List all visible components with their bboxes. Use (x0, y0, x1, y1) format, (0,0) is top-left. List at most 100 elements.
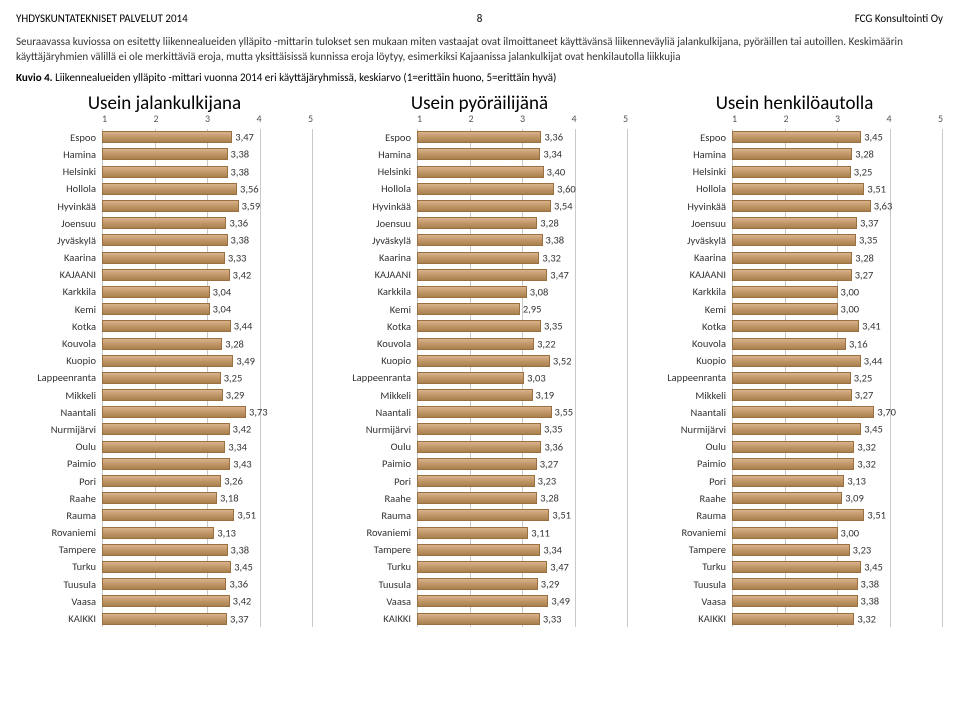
bar: 3,49 (102, 355, 233, 367)
bar: 3,33 (417, 613, 540, 625)
bar-value: 3,34 (228, 440, 247, 453)
bar: 3,37 (102, 613, 227, 625)
chart-column: Usein henkilöautolla12345Espoo3,45Hamina… (646, 92, 943, 627)
bar: 3,00 (732, 527, 838, 539)
bar: 3,41 (732, 320, 859, 332)
bar: 3,36 (417, 441, 541, 453)
table-row: Joensuu3,28 (331, 215, 628, 232)
bar: 3,16 (732, 338, 846, 350)
table-row: Rauma3,51 (646, 507, 943, 524)
bar: 3,27 (732, 389, 852, 401)
bar-value: 3,13 (847, 475, 866, 488)
row-label: Hollola (16, 182, 102, 195)
bar-track: 3,59 (102, 200, 313, 212)
bar-value: 3,51 (552, 509, 571, 522)
table-row: Kaarina3,28 (646, 249, 943, 266)
bar-value: 3,11 (531, 526, 550, 539)
bar-value: 3,73 (249, 406, 268, 419)
table-row: Jyväskylä3,38 (16, 232, 313, 249)
table-row: Paimio3,43 (16, 455, 313, 472)
bar-track: 3,43 (102, 458, 313, 470)
table-row: Oulu3,32 (646, 438, 943, 455)
table-row: Espoo3,36 (331, 129, 628, 146)
bar: 3,34 (102, 441, 225, 453)
bar-track: 3,00 (732, 303, 943, 315)
table-row: Hyvinkää3,59 (16, 197, 313, 214)
bar-value: 3,59 (242, 200, 261, 213)
bar: 3,42 (102, 595, 230, 607)
bar-track: 3,47 (417, 269, 628, 281)
bar: 3,47 (417, 561, 547, 573)
bar-track: 3,38 (102, 166, 313, 178)
bar: 3,33 (102, 252, 225, 264)
row-label: Hamina (646, 148, 732, 161)
bar-track: 3,29 (417, 578, 628, 590)
bar: 3,38 (102, 148, 228, 160)
row-label: Helsinki (16, 165, 102, 178)
row-label: Hamina (331, 148, 417, 161)
row-label: Tampere (331, 543, 417, 556)
bar-value: 3,27 (855, 268, 874, 281)
figure-label: Kuvio 4. (16, 71, 53, 84)
bar-track: 3,42 (102, 595, 313, 607)
bar-value: 3,38 (231, 148, 250, 161)
table-row: Hyvinkää3,54 (331, 197, 628, 214)
row-label: Vaasa (331, 595, 417, 608)
axis-ticks: 12345 (16, 112, 313, 125)
table-row: Kotka3,41 (646, 318, 943, 335)
bar: 3,28 (732, 148, 852, 160)
bar: 3,38 (102, 544, 228, 556)
table-row: Paimio3,27 (331, 455, 628, 472)
bar-value: 3,35 (544, 320, 563, 333)
bar: 3,45 (732, 561, 861, 573)
table-row: Kemi3,00 (646, 301, 943, 318)
bar-value: 3,38 (861, 578, 880, 591)
bar-track: 3,36 (417, 441, 628, 453)
bar: 3,59 (102, 200, 239, 212)
bar-value: 3,35 (544, 423, 563, 436)
row-label: Jyväskylä (331, 234, 417, 247)
bar: 3,42 (102, 269, 230, 281)
header-right: FCG Konsultointi Oy (855, 12, 943, 25)
row-label: Nurmijärvi (331, 423, 417, 436)
bar-value: 3,03 (527, 371, 546, 384)
bar-track: 3,28 (732, 148, 943, 160)
row-label: Joensuu (646, 217, 732, 230)
table-row: Hamina3,34 (331, 146, 628, 163)
bar-track: 3,08 (417, 286, 628, 298)
bar-track: 3,18 (102, 492, 313, 504)
bar-value: 3,33 (228, 251, 247, 264)
bar-track: 3,45 (732, 131, 943, 143)
bar-track: 3,70 (732, 406, 943, 418)
bar-value: 3,42 (233, 595, 252, 608)
bar-track: 3,27 (417, 458, 628, 470)
bar-track: 3,13 (102, 527, 313, 539)
table-row: Turku3,45 (16, 558, 313, 575)
bar: 3,27 (732, 269, 852, 281)
bar-value: 3,45 (864, 131, 883, 144)
row-label: Kouvola (16, 337, 102, 350)
bar-track: 3,32 (732, 613, 943, 625)
row-label: Tuusula (16, 578, 102, 591)
bar: 3,38 (102, 166, 228, 178)
bar-track: 3,45 (102, 561, 313, 573)
bar-value: 3,23 (853, 543, 872, 556)
table-row: Rovaniemi3,11 (331, 524, 628, 541)
bar: 3,00 (732, 286, 838, 298)
table-row: Kaarina3,32 (331, 249, 628, 266)
bar-area: Espoo3,36Hamina3,34Helsinki3,40Hollola3,… (331, 129, 628, 627)
bar-track: 3,37 (102, 613, 313, 625)
bar: 3,51 (417, 509, 549, 521)
bar-value: 3,52 (553, 354, 572, 367)
row-label: Pori (646, 475, 732, 488)
bar-value: 3,38 (231, 165, 250, 178)
bar: 3,55 (417, 406, 552, 418)
row-label: Hyvinkää (331, 200, 417, 213)
bar-track: 3,23 (732, 544, 943, 556)
bar-value: 3,13 (217, 526, 236, 539)
bar-track: 3,27 (732, 389, 943, 401)
bar-area: Espoo3,47Hamina3,38Helsinki3,38Hollola3,… (16, 129, 313, 627)
bar-track: 3,52 (417, 355, 628, 367)
bar: 3,44 (102, 320, 231, 332)
bar: 3,09 (732, 492, 842, 504)
